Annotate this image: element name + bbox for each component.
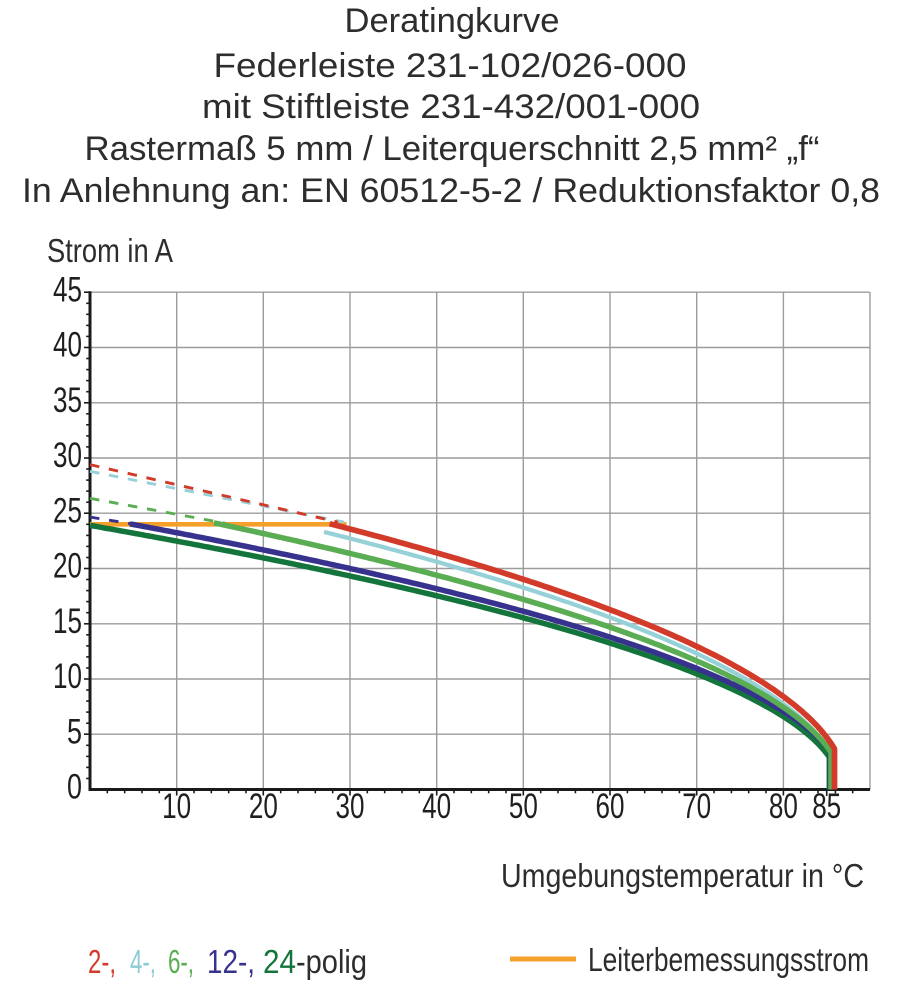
svg-text:60: 60 [596, 787, 625, 826]
svg-text:In Anlehnung an: EN 60512-5-2: In Anlehnung an: EN 60512-5-2 / Reduktio… [22, 172, 880, 210]
svg-text:Umgebungstemperatur in °C: Umgebungstemperatur in °C [501, 857, 864, 894]
svg-text:Rastermaß 5 mm / Leiterquersch: Rastermaß 5 mm / Leiterquerschnitt 2,5 m… [85, 130, 820, 168]
svg-text:45: 45 [53, 270, 82, 309]
svg-text:2-,: 2-, [88, 943, 116, 980]
svg-text:40: 40 [422, 787, 451, 826]
svg-text:Federleiste 231-102/026-000: Federleiste 231-102/026-000 [214, 47, 687, 85]
svg-text:30: 30 [53, 436, 82, 475]
svg-text:0: 0 [67, 768, 82, 807]
svg-text:80: 80 [769, 787, 798, 826]
svg-text:12-,: 12-, [207, 943, 255, 980]
svg-text:10: 10 [162, 787, 191, 826]
svg-text:20: 20 [53, 547, 82, 586]
svg-text:10: 10 [53, 657, 82, 696]
svg-text:Deratingkurve: Deratingkurve [345, 2, 560, 40]
svg-text:35: 35 [53, 381, 82, 420]
svg-text:25: 25 [53, 491, 82, 530]
svg-text:85: 85 [812, 787, 841, 826]
svg-text:50: 50 [509, 787, 538, 826]
svg-text:15: 15 [53, 602, 82, 641]
svg-text:70: 70 [682, 787, 711, 826]
svg-text:20: 20 [249, 787, 278, 826]
svg-text:Leiterbemessungsstrom: Leiterbemessungsstrom [588, 941, 869, 978]
svg-text:mit Stiftleiste 231-432/001-00: mit Stiftleiste 231-432/001-000 [202, 88, 700, 126]
svg-text:5: 5 [67, 712, 82, 751]
svg-text:24: 24 [263, 943, 296, 980]
svg-text:6-,: 6-, [168, 943, 194, 980]
svg-text:4-,: 4-, [130, 943, 156, 980]
svg-text:Strom in A: Strom in A [47, 232, 173, 269]
svg-text:-polig: -polig [296, 943, 367, 980]
svg-text:40: 40 [53, 326, 82, 365]
svg-text:30: 30 [336, 787, 365, 826]
